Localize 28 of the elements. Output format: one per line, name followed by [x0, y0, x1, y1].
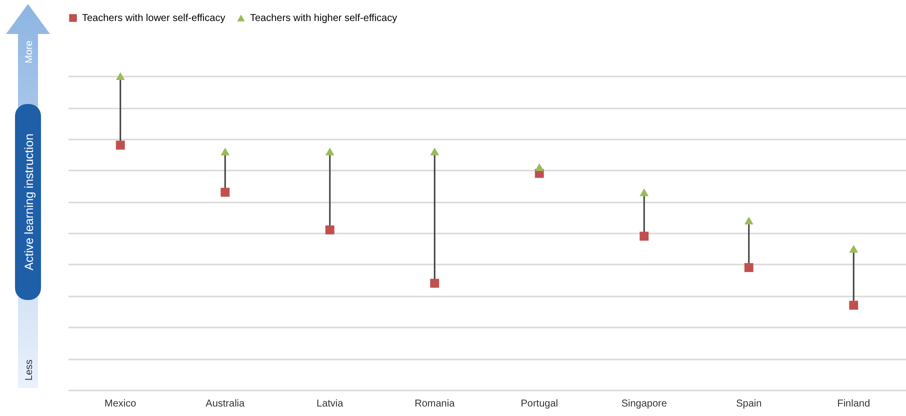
- point: [640, 232, 649, 241]
- point: [220, 188, 230, 197]
- y-axis-title: Active learning instruction: [22, 134, 36, 270]
- text: Less: [24, 359, 35, 381]
- x-tick-label: Portugal: [520, 398, 558, 410]
- legend-label: Teachers with higher self-efficacy: [250, 13, 398, 24]
- x-tick-label: Latvia: [316, 398, 344, 410]
- x-tick-label: Australia: [206, 398, 246, 410]
- point: [325, 148, 334, 156]
- point: [325, 225, 334, 234]
- point: [534, 163, 544, 172]
- x-tick-label: Singapore: [621, 398, 668, 410]
- point: [430, 278, 440, 288]
- x-tick-label: Romania: [414, 398, 456, 410]
- point: [430, 148, 440, 156]
- x-tick-label: Spain: [736, 398, 762, 410]
- point: [220, 148, 230, 156]
- point: [116, 72, 125, 80]
- text: More: [24, 40, 35, 64]
- legend-label: Teachers with lower self-efficacy: [82, 13, 226, 24]
- point: [849, 244, 858, 253]
- point: [116, 140, 125, 150]
- point: [744, 263, 754, 272]
- x-tick-label: Mexico: [104, 398, 137, 410]
- point: [849, 300, 858, 310]
- point: [640, 188, 649, 196]
- point: [744, 216, 754, 224]
- x-tick-label: Finland: [837, 398, 870, 410]
